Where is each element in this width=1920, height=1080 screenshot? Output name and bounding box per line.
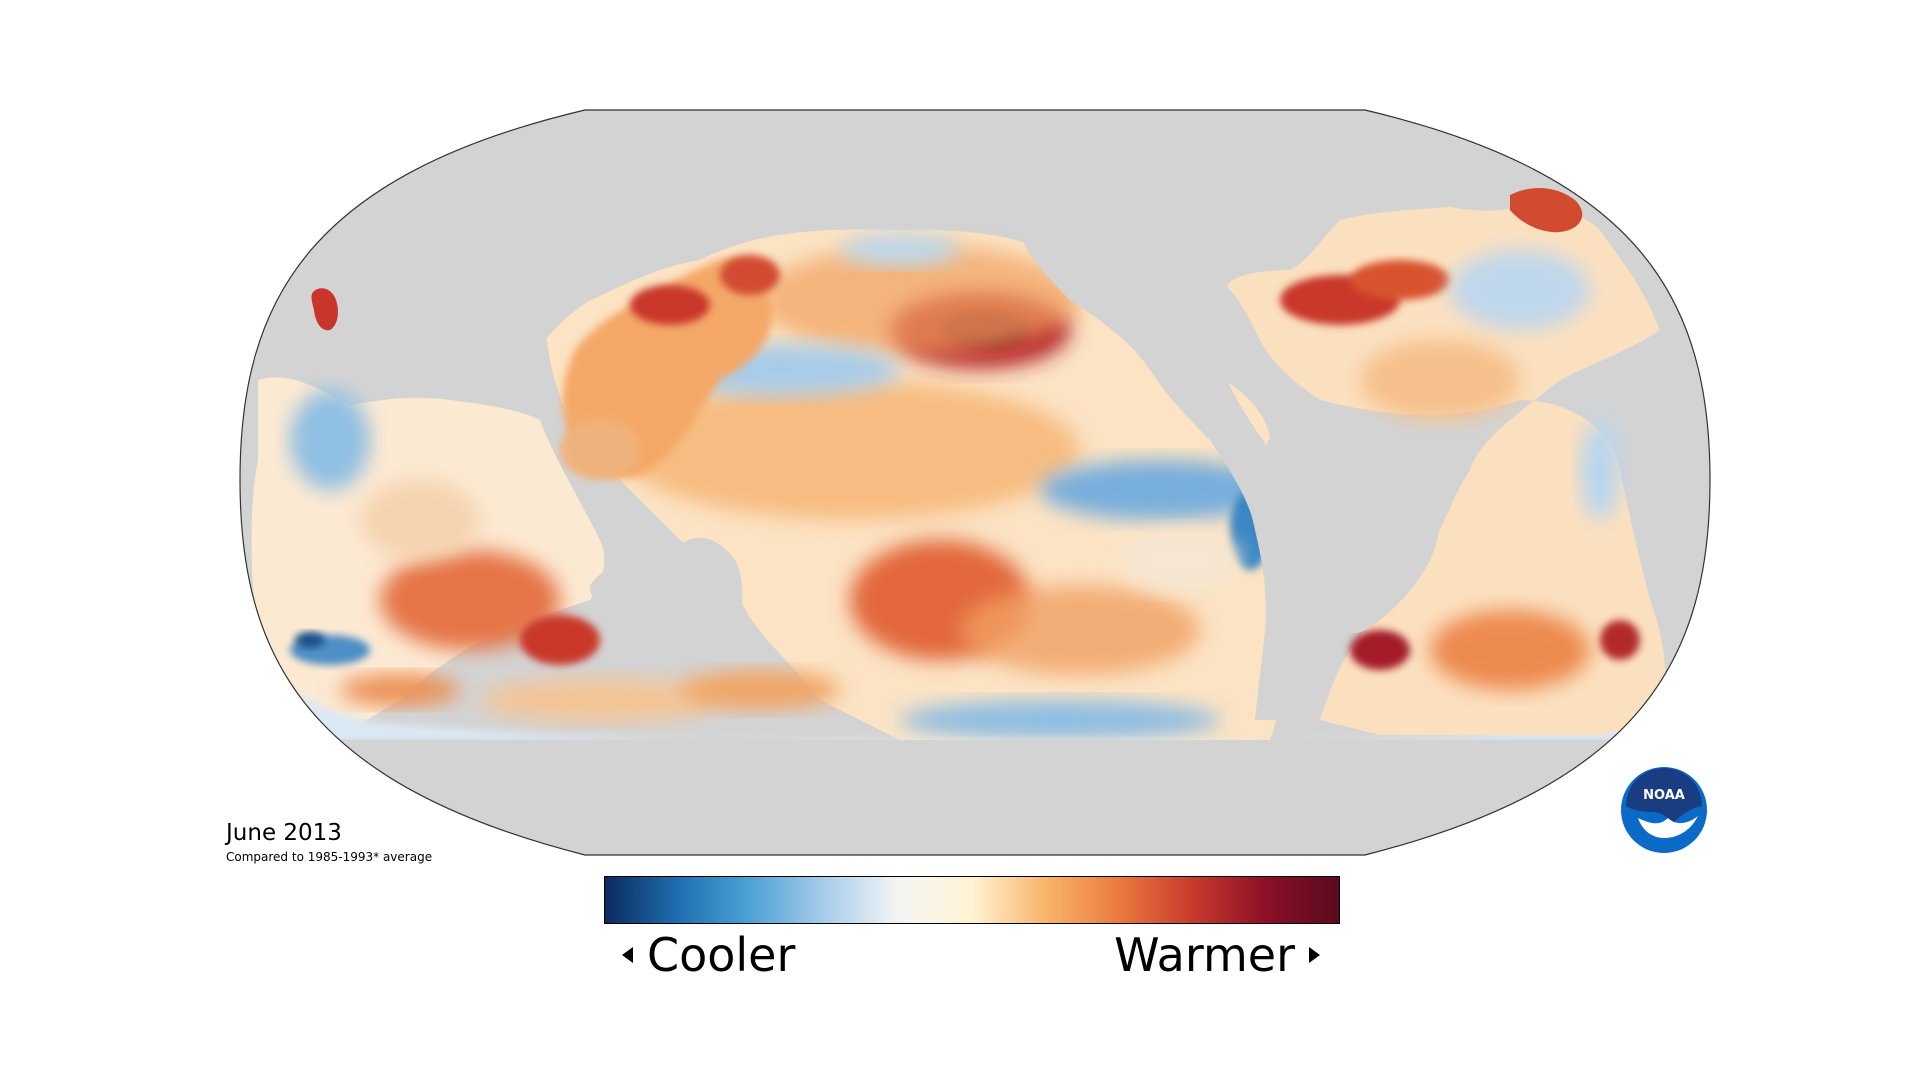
map-caption: Compared to 1985-1993* average	[226, 850, 433, 864]
indian-ocean-anomaly	[251, 377, 605, 730]
americas-landmass	[1020, 231, 1318, 720]
map-outline	[239, 109, 1711, 856]
southern-ocean-anomaly	[270, 670, 1660, 745]
noaa-logo: NOAA	[1621, 767, 1707, 853]
arctic-landmass	[240, 110, 1710, 385]
noaa-logo-text: NOAA	[1643, 788, 1685, 803]
map-date-label: June 2013	[226, 820, 342, 846]
legend-cooler: Cooler	[622, 932, 795, 978]
legend-warmer-label: Warmer	[1114, 928, 1295, 982]
northern-sea-warm-patch	[1510, 188, 1583, 233]
legend-warmer: Warmer	[1114, 932, 1320, 978]
australia-landmass	[590, 537, 743, 633]
africa-landmass	[1265, 433, 1439, 634]
legend-cooler-label: Cooler	[647, 928, 796, 982]
continents	[240, 110, 1710, 855]
temperature-anomaly-colorbar	[604, 876, 1340, 924]
atlantic-ocean-anomaly	[1228, 180, 1666, 736]
arrow-right-icon	[1309, 947, 1320, 963]
antarctica-landmass	[240, 740, 1710, 855]
inland-sea	[311, 288, 338, 331]
arrow-left-icon	[622, 947, 633, 963]
western-pacific-anomaly	[560, 255, 780, 480]
